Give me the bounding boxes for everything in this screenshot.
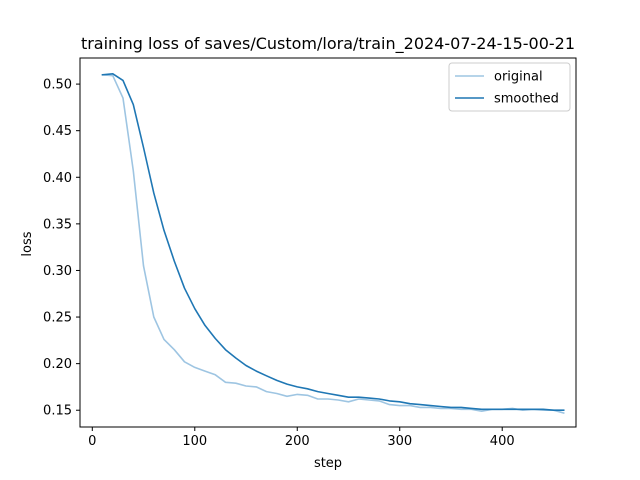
x-axis-label: step (314, 456, 342, 471)
y-axis-label: loss (20, 231, 35, 256)
legend-label-smoothed: smoothed (494, 92, 559, 107)
x-tick-label: 400 (490, 434, 515, 449)
legend: original smoothed (448, 62, 571, 112)
legend-label-original: original (494, 70, 543, 85)
y-tick-label: 0.15 (43, 404, 72, 419)
y-tick-label: 0.50 (43, 78, 72, 93)
y-tick-label: 0.45 (43, 124, 72, 139)
y-tick-label: 0.25 (43, 311, 72, 326)
series-line-smoothed (101, 73, 565, 412)
series-line-original (101, 73, 565, 414)
x-tick-label: 200 (285, 434, 310, 449)
chart-title: training loss of saves/Custom/lora/train… (81, 34, 575, 54)
x-tick-label: 300 (387, 434, 412, 449)
y-tick-label: 0.35 (43, 217, 72, 232)
plot-frame (79, 57, 577, 428)
y-tick-label: 0.40 (43, 171, 72, 186)
x-tick-label: 0 (88, 434, 96, 449)
y-tick-label: 0.30 (43, 264, 72, 279)
y-tick-label: 0.20 (43, 357, 72, 372)
legend-box (448, 62, 571, 112)
x-tick-label: 100 (182, 434, 207, 449)
